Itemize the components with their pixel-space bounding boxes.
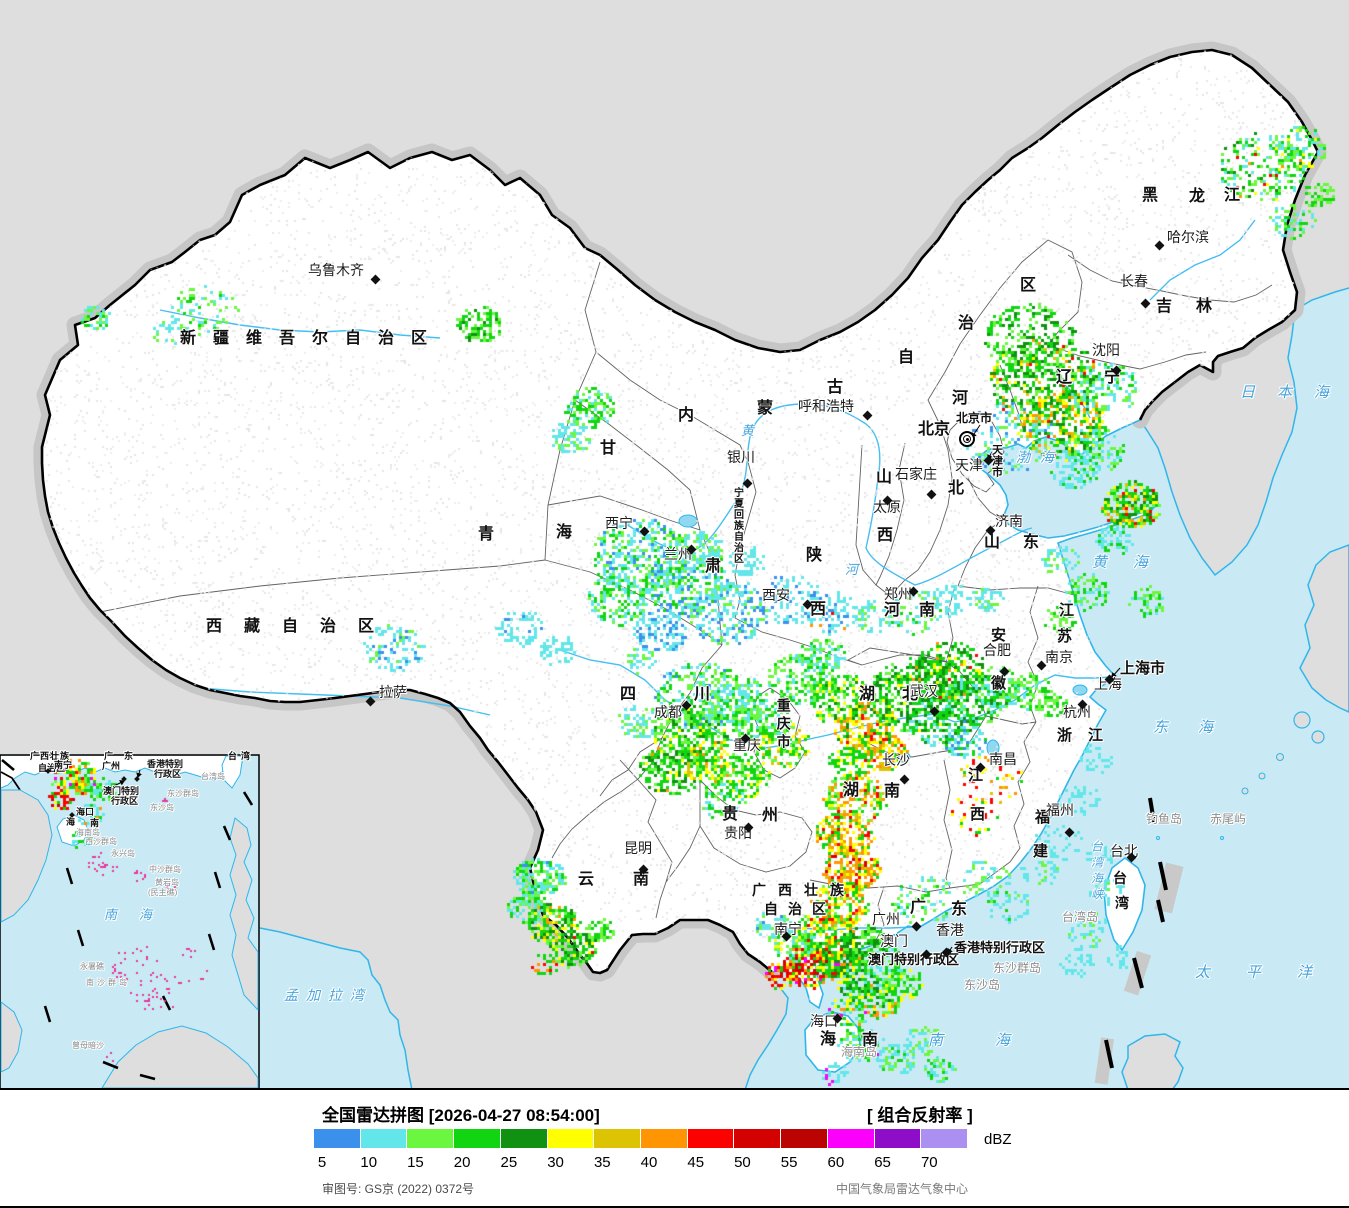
agency-credit: 中国气象局雷达气象中心 xyxy=(836,1182,969,1196)
dbz-tick: 60 xyxy=(827,1154,845,1171)
dbz-swatch xyxy=(687,1129,735,1148)
dbz-swatch xyxy=(921,1129,969,1148)
dbz-swatch xyxy=(360,1129,408,1148)
dbz-swatch xyxy=(827,1129,875,1148)
dbz-tick-row: 5 10 15 20 25 30 35 40 45 50 55 60 65 70 xyxy=(0,1154,1349,1172)
dbz-tick: 30 xyxy=(547,1154,564,1171)
legend-panel: 全国雷达拼图 [2026-04-27 08:54:00] [ 组合反射率 ] d… xyxy=(0,1090,1349,1208)
map-title: 全国雷达拼图 [2026-04-27 08:54:00] xyxy=(322,1106,600,1125)
dbz-unit-label: dBZ xyxy=(984,1131,1012,1148)
dbz-swatch xyxy=(781,1129,828,1148)
dbz-swatch xyxy=(641,1129,688,1148)
dbz-swatch xyxy=(734,1129,782,1148)
dbz-swatch xyxy=(314,1129,361,1148)
product-label: [ 组合反射率 ] xyxy=(867,1106,973,1125)
dbz-swatch xyxy=(874,1129,922,1148)
dbz-tick: 40 xyxy=(640,1154,658,1171)
dbz-tick: 35 xyxy=(593,1154,611,1171)
dbz-swatch xyxy=(594,1129,642,1148)
approval-number: 审图号: GS京 (2022) 0372号 xyxy=(322,1182,475,1196)
dbz-tick: 20 xyxy=(453,1154,471,1171)
dbz-swatch xyxy=(454,1129,501,1148)
dbz-tick: 65 xyxy=(874,1154,891,1171)
leader-arrows xyxy=(109,424,1121,960)
dbz-tick: 55 xyxy=(780,1154,798,1171)
dbz-tick: 5 xyxy=(317,1154,327,1171)
dbz-tick: 10 xyxy=(360,1154,378,1171)
dbz-colorbar xyxy=(314,1129,969,1148)
dbz-tick: 45 xyxy=(687,1154,705,1171)
dbz-tick: 50 xyxy=(734,1154,751,1171)
dbz-swatch xyxy=(500,1129,548,1148)
dbz-swatch xyxy=(547,1129,595,1148)
dbz-tick: 15 xyxy=(407,1154,424,1171)
radar-echo-layer xyxy=(0,0,1349,1090)
map-bottom-frame xyxy=(0,1088,1349,1090)
dbz-swatch xyxy=(407,1129,455,1148)
china-radar-map: 黑龙江吉林辽宁内蒙古自治区新疆维吾尔自治区 西藏自治区青海甘肃宁夏回族自治区陕西山… xyxy=(0,0,1349,1090)
dbz-tick: 25 xyxy=(500,1154,518,1171)
dbz-tick: 70 xyxy=(920,1154,938,1171)
